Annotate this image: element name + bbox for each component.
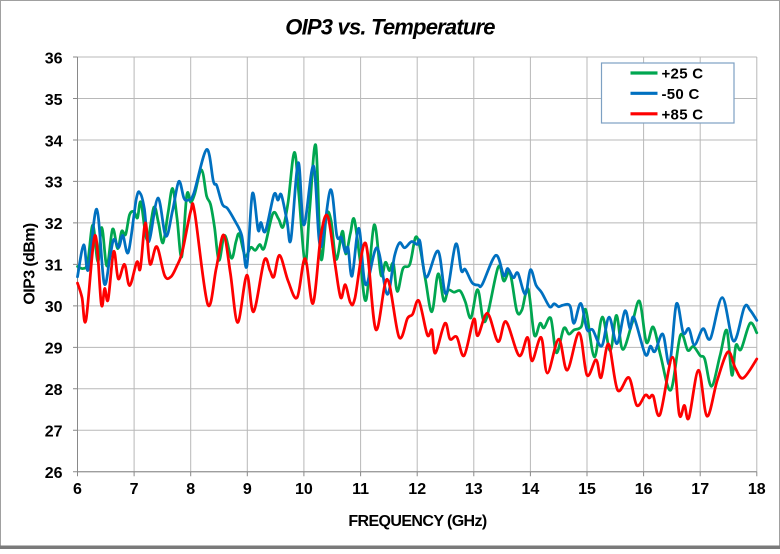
svg-text:13: 13 <box>465 481 483 498</box>
svg-text:27: 27 <box>45 424 63 441</box>
svg-text:31: 31 <box>45 258 63 275</box>
svg-text:36: 36 <box>45 50 63 67</box>
svg-text:FREQUENCY (GHz): FREQUENCY (GHz) <box>348 513 487 530</box>
svg-text:15: 15 <box>578 481 596 498</box>
svg-text:26: 26 <box>45 465 63 482</box>
svg-text:8: 8 <box>186 481 195 498</box>
svg-text:30: 30 <box>45 299 63 316</box>
svg-text:+25 C: +25 C <box>662 66 704 83</box>
svg-text:16: 16 <box>635 481 653 498</box>
svg-text:OIP3 vs. Temperature: OIP3 vs. Temperature <box>285 15 495 40</box>
svg-text:17: 17 <box>691 481 709 498</box>
svg-text:28: 28 <box>45 382 63 399</box>
svg-text:6: 6 <box>73 481 82 498</box>
svg-text:29: 29 <box>45 341 63 358</box>
svg-text:18: 18 <box>748 481 766 498</box>
svg-text:34: 34 <box>45 133 63 150</box>
svg-text:33: 33 <box>45 175 63 192</box>
svg-text:10: 10 <box>295 481 313 498</box>
svg-text:OIP3 (dBm): OIP3 (dBm) <box>22 223 39 304</box>
svg-text:11: 11 <box>352 481 369 498</box>
svg-text:32: 32 <box>45 216 63 233</box>
svg-text:14: 14 <box>522 481 540 498</box>
svg-text:-50 C: -50 C <box>662 86 700 103</box>
svg-text:35: 35 <box>45 92 63 109</box>
svg-text:+85 C: +85 C <box>662 106 704 123</box>
svg-text:9: 9 <box>243 481 252 498</box>
svg-text:12: 12 <box>408 481 426 498</box>
svg-text:7: 7 <box>130 481 139 498</box>
